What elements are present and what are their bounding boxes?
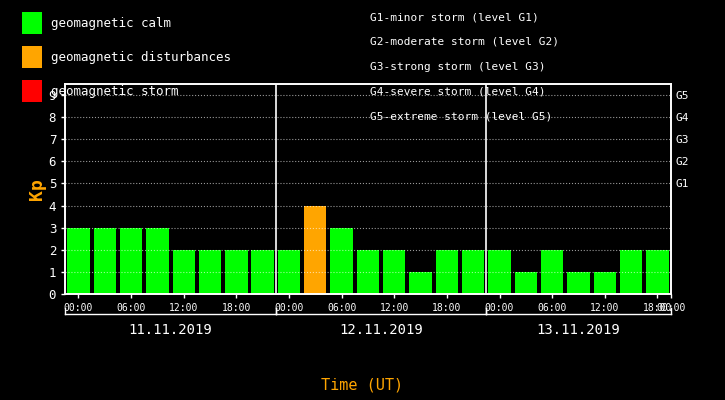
Bar <box>489 250 510 294</box>
Bar <box>410 272 432 294</box>
Text: geomagnetic storm: geomagnetic storm <box>51 84 178 98</box>
Bar <box>462 250 484 294</box>
Bar <box>120 228 142 294</box>
Bar <box>67 228 90 294</box>
Bar <box>515 272 537 294</box>
Y-axis label: Kp: Kp <box>28 178 46 200</box>
Bar <box>646 250 668 294</box>
Text: G1-minor storm (level G1): G1-minor storm (level G1) <box>370 12 539 22</box>
Bar <box>541 250 563 294</box>
Text: G2-moderate storm (level G2): G2-moderate storm (level G2) <box>370 37 559 47</box>
Bar <box>199 250 221 294</box>
Bar <box>594 272 616 294</box>
Bar <box>436 250 458 294</box>
Bar <box>331 228 353 294</box>
Text: 13.11.2019: 13.11.2019 <box>536 323 621 337</box>
Text: Time (UT): Time (UT) <box>321 377 404 392</box>
Bar <box>94 228 116 294</box>
Bar <box>304 206 326 294</box>
Bar <box>383 250 405 294</box>
Bar <box>568 272 589 294</box>
Text: geomagnetic disturbances: geomagnetic disturbances <box>51 50 231 64</box>
Bar <box>620 250 642 294</box>
Bar <box>146 228 168 294</box>
Bar <box>225 250 247 294</box>
Text: G5-extreme storm (level G5): G5-extreme storm (level G5) <box>370 111 552 121</box>
Text: 11.11.2019: 11.11.2019 <box>128 323 212 337</box>
Bar <box>173 250 195 294</box>
Text: 12.11.2019: 12.11.2019 <box>339 323 423 337</box>
Bar <box>278 250 300 294</box>
Text: geomagnetic calm: geomagnetic calm <box>51 16 171 30</box>
Bar <box>357 250 379 294</box>
Bar <box>252 250 274 294</box>
Text: G3-strong storm (level G3): G3-strong storm (level G3) <box>370 62 545 72</box>
Text: G4-severe storm (level G4): G4-severe storm (level G4) <box>370 86 545 96</box>
